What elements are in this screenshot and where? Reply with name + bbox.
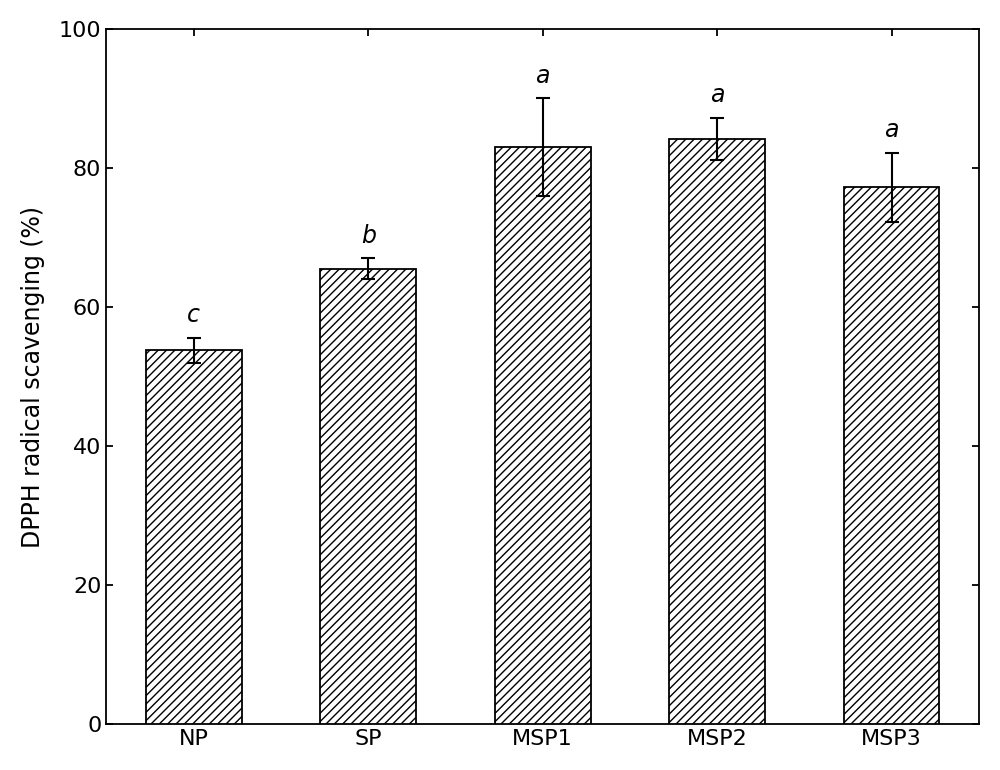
Bar xyxy=(844,187,939,725)
Y-axis label: DPPH radical scavenging (%): DPPH radical scavenging (%) xyxy=(21,206,45,547)
Bar xyxy=(320,269,416,725)
Text: a: a xyxy=(884,119,899,142)
Bar xyxy=(146,350,242,725)
Text: a: a xyxy=(535,64,550,88)
Bar xyxy=(669,139,765,725)
Bar xyxy=(495,147,591,725)
Text: c: c xyxy=(187,303,200,327)
Text: a: a xyxy=(710,83,724,108)
Text: b: b xyxy=(361,224,376,248)
